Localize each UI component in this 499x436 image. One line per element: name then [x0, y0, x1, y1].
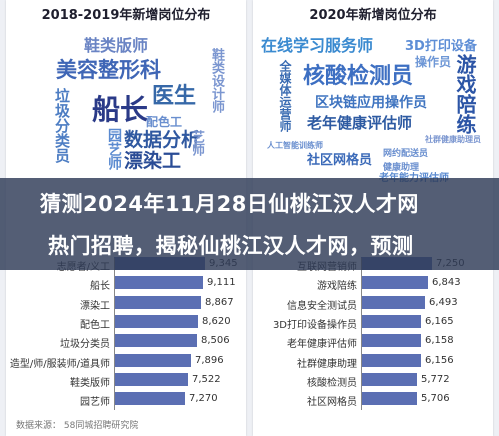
bar-row: 信息安全测试员 6,493	[253, 294, 493, 312]
headline-line-2: 热门招聘，揭秘仙桃江汉人才网，预测	[48, 234, 414, 258]
cloud-word: 数据分析	[124, 129, 201, 151]
cloud-word: 医生	[152, 84, 197, 109]
bar-label: 游戏陪练	[317, 281, 357, 293]
cloud-word: 鞋类版师	[84, 36, 149, 55]
bar-label: 核酸检测员	[307, 377, 357, 389]
left-axis-line	[114, 258, 115, 410]
cloud-word: 在线学习服务师	[261, 36, 374, 55]
bar-value: 5,772	[421, 373, 450, 385]
bar-value: 7,896	[195, 354, 224, 366]
bar-label: 船长	[90, 281, 110, 293]
cloud-word: 全媒体运营师	[278, 60, 292, 132]
cloud-word: 老年健康评估师	[307, 114, 413, 132]
bar	[114, 314, 198, 328]
bar-value: 6,165	[425, 315, 454, 327]
bar-row: 鞋类版师 7,522	[6, 371, 246, 389]
bar-value: 6,156	[425, 354, 454, 366]
bar-value: 7,270	[189, 393, 218, 405]
right-axis-line	[361, 258, 362, 410]
bar-value: 6,158	[425, 335, 454, 347]
cloud-word: 3D打印设备	[405, 39, 477, 54]
bar	[114, 334, 197, 348]
bar	[361, 276, 428, 290]
left-word-cloud: 鞋类版师 美容整形科 船长 医生 垃圾分类员 数据分析 漂染工 园艺师 配色工 …	[12, 24, 240, 171]
bar	[114, 295, 201, 309]
cloud-word: 社群健康助理员	[425, 135, 481, 144]
cloud-word: 配色工	[146, 115, 183, 129]
bar-value: 8,506	[201, 335, 230, 347]
bar-row: 老年健康评估师 6,158	[253, 332, 493, 350]
bar	[114, 392, 185, 406]
bar-row: 造型/师/服装师/道具师 7,896	[6, 352, 246, 370]
bar	[361, 353, 421, 367]
cloud-word: 健康助理	[383, 163, 420, 173]
cloud-word: 游戏陪练	[453, 54, 477, 134]
bar-row: 园艺师 7,270	[6, 390, 246, 408]
bar-value: 6,493	[429, 296, 458, 308]
bar-row: 社区网格员 5,706	[253, 390, 493, 408]
bar	[361, 372, 417, 386]
right-panel-title: 2020年新增岗位分布	[309, 8, 437, 23]
bar-row: 社群健康助理 6,156	[253, 352, 493, 370]
bar-row: 核酸检测员 5,772	[253, 371, 493, 389]
bar-row: 配色工 8,620	[6, 313, 246, 331]
bar-label: 社群健康助理	[297, 358, 357, 370]
brand-label: 58同城招聘研究院	[63, 421, 139, 431]
headline-banner: 猜测2024年11月28日仙桃江汉人才网 热门招聘，揭秘仙桃江汉人才网，预测	[0, 178, 499, 270]
bar-row: 船长 9,111	[6, 274, 246, 292]
bar-value: 9,111	[207, 277, 236, 289]
bar-value: 8,867	[205, 296, 234, 308]
bar-value: 8,620	[202, 315, 231, 327]
bar	[361, 295, 425, 309]
right-word-cloud: 在线学习服务师 3D打印设备 操作员 核酸检测员 游戏陪练 全媒体运营师 区块链…	[259, 24, 487, 184]
cloud-word: 区块链应用操作员	[315, 95, 427, 111]
bar-label: 老年健康评估师	[287, 339, 357, 351]
left-panel-title: 2018-2019年新增岗位分布	[41, 8, 211, 23]
bar	[361, 334, 421, 348]
bar-value: 7,522	[192, 373, 221, 385]
bar-label: 鞋类版师	[70, 377, 110, 389]
cloud-word: 美容整形科	[56, 58, 161, 82]
bar-label: 配色工	[80, 319, 110, 331]
bar-label: 垃圾分类员	[60, 339, 110, 351]
bar-value: 5,706	[421, 393, 450, 405]
cloud-word: 鞋类设计师	[209, 48, 224, 113]
cloud-word: 垃圾分类员	[53, 88, 71, 163]
cloud-word: 核酸检测员	[303, 64, 414, 89]
bar-label: 园艺师	[80, 397, 110, 409]
bar-row: 3D打印设备操作员 6,165	[253, 313, 493, 331]
bar-row: 漂染工 8,867	[6, 294, 246, 312]
cloud-word: 操作员	[415, 55, 452, 69]
bar-row: 游戏陪练 6,843	[253, 274, 493, 292]
bar	[361, 392, 417, 406]
data-source-footer: 数据来源： 58同城招聘研究院	[16, 418, 138, 431]
bar	[114, 372, 188, 386]
bar-row: 垃圾分类员 8,506	[6, 332, 246, 350]
bar	[361, 314, 421, 328]
cloud-word: 漂染工	[124, 150, 182, 172]
bar-label: 造型/师/服装师/道具师	[9, 358, 110, 370]
cloud-word: 船长	[92, 93, 149, 126]
bar-label: 信息安全测试员	[287, 300, 357, 312]
cloud-word: 园艺师	[106, 128, 122, 170]
cloud-word: 网约配送员	[383, 149, 429, 159]
headline-line-1: 猜测2024年11月28日仙桃江汉人才网	[40, 192, 419, 216]
bar-value: 6,843	[432, 277, 461, 289]
bar	[114, 276, 203, 290]
cloud-word: 社区网格员	[307, 153, 373, 168]
cloud-word: 艺师	[189, 130, 204, 156]
bar	[114, 353, 191, 367]
bar-label: 漂染工	[80, 300, 110, 312]
bar-label: 社区网格员	[307, 397, 357, 409]
cloud-word: 人工智能训练师	[267, 141, 323, 150]
bar-label: 3D打印设备操作员	[272, 319, 357, 331]
footer-text: 数据来源：	[16, 421, 62, 431]
